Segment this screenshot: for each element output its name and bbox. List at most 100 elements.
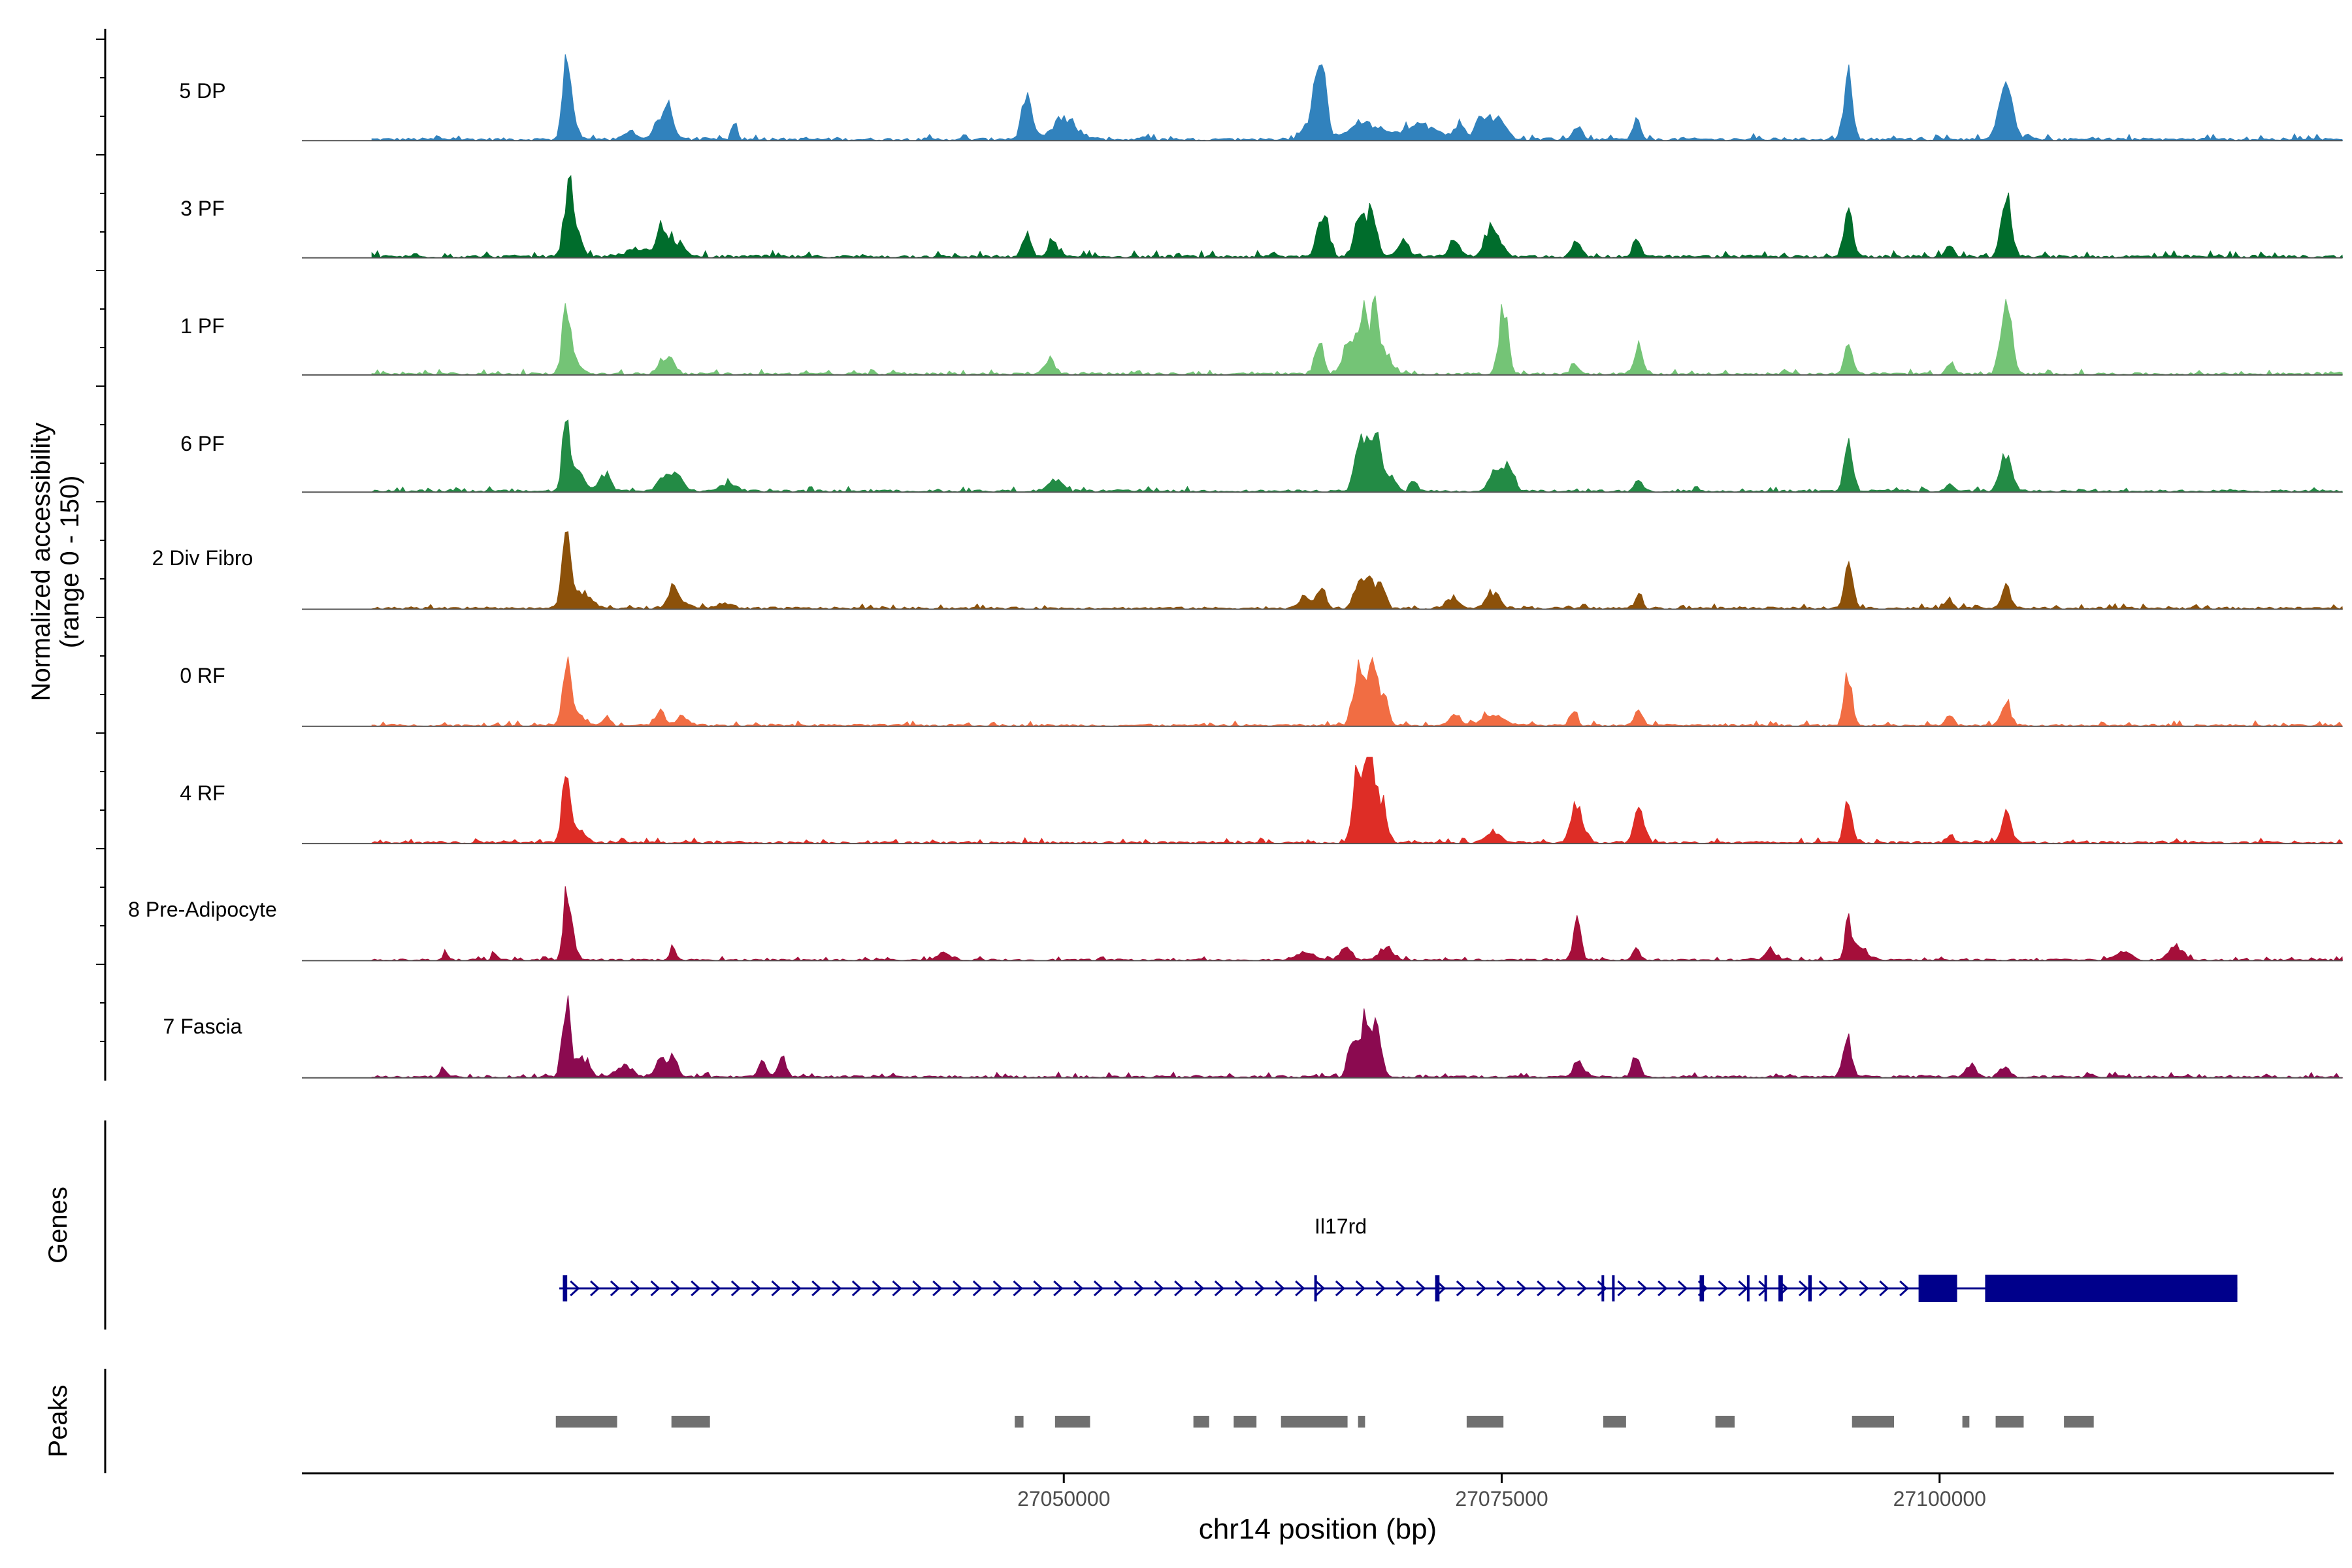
peak-region [1233,1416,1257,1428]
strand-arrow [953,1280,963,1297]
strand-arrow [1537,1280,1547,1297]
strand-arrow [691,1280,701,1297]
strand-arrow [1556,1280,1567,1297]
peak-region [1358,1416,1365,1428]
track-label-2-div-fibro: 2 Div Fibro [152,546,253,570]
coverage-area [371,656,2344,727]
track-1-pf [302,295,2343,376]
track-2-div-fibro [302,531,2343,610]
strand-arrow [872,1280,882,1297]
strand-arrow [711,1280,721,1297]
strand-arrow [771,1280,781,1297]
strand-arrow [1033,1280,1043,1297]
peak-region [2010,1416,2019,1428]
strand-arrow [1335,1280,1346,1297]
gene-name-label: Il17rd [1315,1215,1367,1238]
strand-arrow [650,1280,661,1297]
strand-arrow [1093,1280,1104,1297]
x-tick-label: 27100000 [1893,1487,1986,1511]
strand-arrow [570,1280,580,1297]
strand-arrow [1476,1280,1486,1297]
gene-exon [1918,1275,1957,1302]
strand-arrow [670,1280,681,1297]
coverage-tracks [302,54,2344,1079]
gene-exon [1699,1275,1705,1301]
strand-arrow [1838,1280,1849,1297]
strand-arrow [630,1280,640,1297]
strand-arrow [912,1280,923,1297]
gene-exon [1778,1275,1783,1301]
strand-arrow [1677,1280,1688,1297]
strand-arrow [1396,1280,1406,1297]
coverage-area [371,531,2343,610]
strand-arrow [610,1280,621,1297]
peak-region [2064,1416,2094,1428]
strand-arrow [1818,1280,1829,1297]
coverage-area [371,54,2344,141]
strand-arrow [1234,1280,1245,1297]
strand-arrow [751,1280,761,1297]
strand-arrow [851,1280,862,1297]
peak-region [1054,1416,1090,1428]
track-label-5-dp: 5 DP [179,79,225,103]
strand-arrow [892,1280,902,1297]
track-7-fascia [302,995,2344,1079]
gene-exon [1764,1275,1767,1301]
strand-arrow [1073,1280,1084,1297]
strand-arrow [1738,1280,1748,1297]
genes-panel-label: Genes [44,1186,73,1264]
strand-arrow [730,1280,742,1297]
x-tick-label: 27050000 [1017,1487,1110,1511]
track-label-4-rf: 4 RF [180,781,225,805]
track-0-rf [302,656,2344,727]
peak-region [1281,1416,1348,1428]
strand-arrow [1315,1280,1326,1297]
peak-region [1852,1416,1895,1428]
track-label-6-pf: 6 PF [180,432,225,455]
track-label-3-pf: 3 PF [180,197,225,220]
coverage-area [371,419,2344,493]
y-axis-label-line2: (range 0 - 150) [56,476,84,649]
strand-arrow [1194,1280,1205,1297]
strand-arrow [1899,1280,1910,1297]
strand-arrow [811,1280,822,1297]
peak-region [1193,1416,1209,1428]
peak-region [555,1416,617,1428]
x-axis-label: chr14 position (bp) [1199,1513,1437,1545]
x-tick-label: 27075000 [1455,1487,1548,1511]
strand-arrow [1375,1280,1386,1297]
strand-arrow [932,1280,943,1297]
gene-exon [563,1275,568,1301]
strand-arrow [1053,1280,1064,1297]
strand-arrow [1113,1280,1124,1297]
x-axis-ticks: 27050000 27075000 27100000 [1017,1473,1986,1511]
strand-arrow [1154,1280,1164,1297]
gene-model [559,1275,2238,1302]
gene-exon [1314,1275,1317,1301]
peak-region [671,1416,710,1428]
gene-exon [1601,1275,1605,1301]
coverage-area [371,174,2343,259]
strand-arrow [1798,1280,1809,1297]
peak-region [1603,1416,1626,1428]
strand-arrow [1416,1280,1426,1297]
track-8-pre-adipocyte [302,886,2343,962]
coverage-area [371,995,2344,1079]
strand-arrow [791,1280,802,1297]
strand-arrow [972,1280,983,1297]
strand-arrow [1718,1280,1728,1297]
strand-arrow [1254,1280,1265,1297]
strand-arrow [1214,1280,1225,1297]
coverage-area [371,886,2343,961]
strand-arrow [590,1280,600,1297]
coverage-area [371,295,2343,376]
gene-exon [1435,1275,1440,1301]
strand-arrow [1174,1280,1184,1297]
strand-arrow [1617,1280,1627,1297]
gene-exon [1808,1275,1812,1301]
gene-exon [1612,1275,1615,1301]
track-3-pf [302,174,2343,259]
track-label-7-fascia: 7 Fascia [163,1015,242,1038]
strand-arrow [1516,1280,1527,1297]
strand-arrow [832,1280,842,1297]
